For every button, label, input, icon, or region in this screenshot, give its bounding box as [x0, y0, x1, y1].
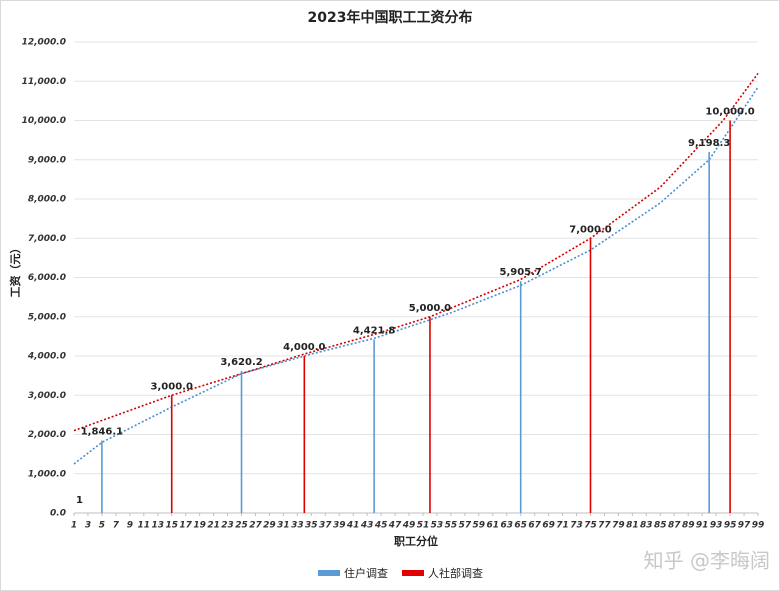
- annotation: 1: [76, 495, 83, 506]
- data-label: 1,846.1: [81, 427, 123, 438]
- x-tick-label: 49: [402, 521, 416, 531]
- x-tick-label: 13: [151, 521, 164, 531]
- x-tick-label: 93: [710, 521, 723, 531]
- y-tick-label: 10,000.0: [22, 116, 66, 126]
- x-tick-label: 5: [99, 521, 105, 531]
- x-tick-label: 41: [346, 521, 360, 531]
- x-tick-label: 81: [626, 521, 639, 531]
- y-tick-label: 8,000.0: [28, 195, 66, 205]
- x-tick-label: 21: [207, 521, 220, 531]
- y-tick-label: 6,000.0: [28, 273, 66, 283]
- x-tick-label: 15: [165, 521, 178, 531]
- y-tick-label: 5,000.0: [28, 312, 66, 322]
- x-tick-label: 55: [445, 521, 458, 531]
- x-tick-label: 59: [473, 521, 486, 531]
- data-label: 3,000.0: [151, 381, 193, 392]
- x-tick-label: 63: [500, 521, 513, 531]
- data-label: 3,620.2: [220, 357, 262, 368]
- y-tick-label: 3,000.0: [28, 391, 66, 401]
- x-axis-label: 职工分位: [394, 534, 438, 548]
- x-tick-label: 57: [459, 521, 472, 531]
- y-tick-label: 1,000.0: [28, 469, 66, 479]
- x-tick-label: 23: [221, 521, 234, 531]
- x-tick-label: 83: [640, 521, 653, 531]
- y-tick-label: 2,000.0: [28, 430, 66, 440]
- x-tick-label: 77: [598, 521, 611, 531]
- x-tick-label: 1: [71, 521, 77, 531]
- x-tick-label: 69: [542, 521, 555, 531]
- x-tick-label: 65: [514, 521, 527, 531]
- x-tick-label: 25: [235, 521, 248, 531]
- x-tick-label: 71: [556, 521, 569, 531]
- x-tick-label: 27: [249, 521, 262, 531]
- x-tick-label: 99: [752, 521, 765, 531]
- y-axis-label: 工资（元）: [8, 243, 22, 298]
- x-tick-label: 19: [193, 521, 206, 531]
- x-tick-label: 75: [584, 521, 597, 531]
- x-tick-label: 43: [360, 521, 374, 531]
- chart-title: 2023年中国职工工资分布: [308, 9, 473, 26]
- x-tick-label: 45: [374, 521, 388, 531]
- x-tick-label: 31: [277, 521, 290, 531]
- trendline: [73, 86, 759, 465]
- legend-label: 住户调查: [344, 566, 388, 580]
- x-tick-label: 33: [291, 521, 304, 531]
- data-label: 10,000.0: [705, 107, 754, 118]
- x-tick-label: 61: [487, 521, 500, 531]
- data-label: 4,421.8: [353, 325, 395, 336]
- watermark: 知乎 @李晦阔: [644, 549, 770, 573]
- x-tick-label: 91: [696, 521, 709, 531]
- data-label: 5,000.0: [409, 303, 451, 314]
- legend-swatch: [318, 570, 340, 576]
- data-label: 5,905.7: [499, 267, 541, 278]
- y-tick-label: 11,000.0: [22, 77, 66, 87]
- x-tick-label: 73: [570, 521, 583, 531]
- data-label: 7,000.0: [569, 224, 611, 235]
- x-tick-label: 97: [738, 521, 751, 531]
- y-tick-label: 0.0: [50, 509, 66, 519]
- legend-label: 人社部调查: [428, 566, 483, 580]
- x-tick-label: 35: [305, 521, 318, 531]
- x-tick-label: 39: [333, 521, 346, 531]
- x-tick-label: 7: [113, 521, 120, 531]
- x-tick-label: 67: [528, 521, 541, 531]
- x-tick-label: 89: [682, 521, 695, 531]
- y-tick-label: 9,000.0: [28, 155, 66, 165]
- x-tick-label: 85: [654, 521, 667, 531]
- data-label: 4,000.0: [283, 342, 325, 353]
- x-tick-label: 95: [724, 521, 737, 531]
- x-tick-label: 53: [431, 521, 444, 531]
- y-tick-label: 4,000.0: [27, 352, 66, 362]
- data-label: 9,198.3: [688, 138, 730, 149]
- x-tick-label: 51: [417, 521, 430, 531]
- x-tick-label: 79: [612, 521, 625, 531]
- x-tick-label: 17: [179, 521, 192, 531]
- x-tick-label: 37: [319, 521, 332, 531]
- x-tick-label: 3: [85, 521, 91, 531]
- x-tick-label: 11: [138, 521, 151, 531]
- x-tick-label: 9: [127, 521, 133, 531]
- y-tick-label: 7,000.0: [28, 234, 66, 244]
- x-tick-label: 29: [263, 521, 276, 531]
- x-tick-label: 47: [388, 521, 402, 531]
- legend-swatch: [402, 570, 424, 576]
- x-tick-label: 87: [668, 521, 681, 531]
- y-tick-label: 12,000.0: [22, 38, 66, 48]
